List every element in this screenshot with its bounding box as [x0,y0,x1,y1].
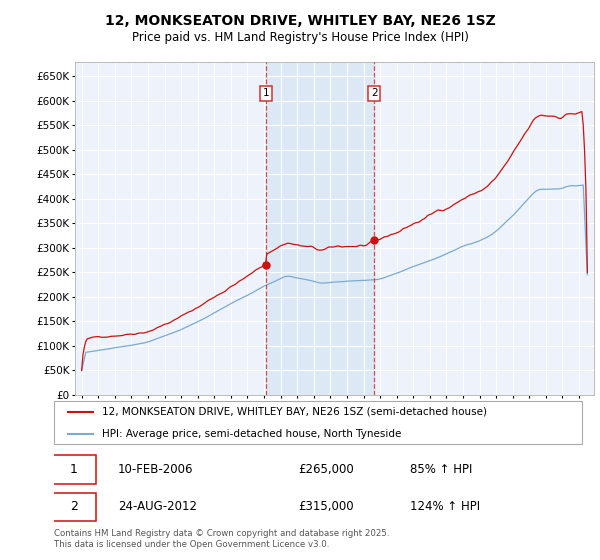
Text: £315,000: £315,000 [298,501,354,514]
Text: 12, MONKSEATON DRIVE, WHITLEY BAY, NE26 1SZ: 12, MONKSEATON DRIVE, WHITLEY BAY, NE26 … [104,14,496,28]
FancyBboxPatch shape [54,400,583,444]
Text: 85% ↑ HPI: 85% ↑ HPI [410,463,472,475]
Text: Price paid vs. HM Land Registry's House Price Index (HPI): Price paid vs. HM Land Registry's House … [131,31,469,44]
Bar [266,62,374,395]
Text: 10-FEB-2006: 10-FEB-2006 [118,463,193,475]
Text: Contains HM Land Registry data © Crown copyright and database right 2025.
This d: Contains HM Land Registry data © Crown c… [54,529,389,549]
Text: 12, MONKSEATON DRIVE, WHITLEY BAY, NE26 1SZ (semi-detached house): 12, MONKSEATON DRIVE, WHITLEY BAY, NE26 … [102,407,487,417]
FancyBboxPatch shape [52,493,97,521]
Text: 24-AUG-2012: 24-AUG-2012 [118,501,197,514]
Text: HPI: Average price, semi-detached house, North Tyneside: HPI: Average price, semi-detached house,… [102,429,401,438]
FancyBboxPatch shape [52,455,97,483]
Text: 2: 2 [70,501,77,514]
Text: 1: 1 [70,463,77,475]
Text: 2: 2 [371,88,377,98]
Text: £265,000: £265,000 [298,463,354,475]
Text: 1: 1 [262,88,269,98]
Text: 124% ↑ HPI: 124% ↑ HPI [410,501,480,514]
